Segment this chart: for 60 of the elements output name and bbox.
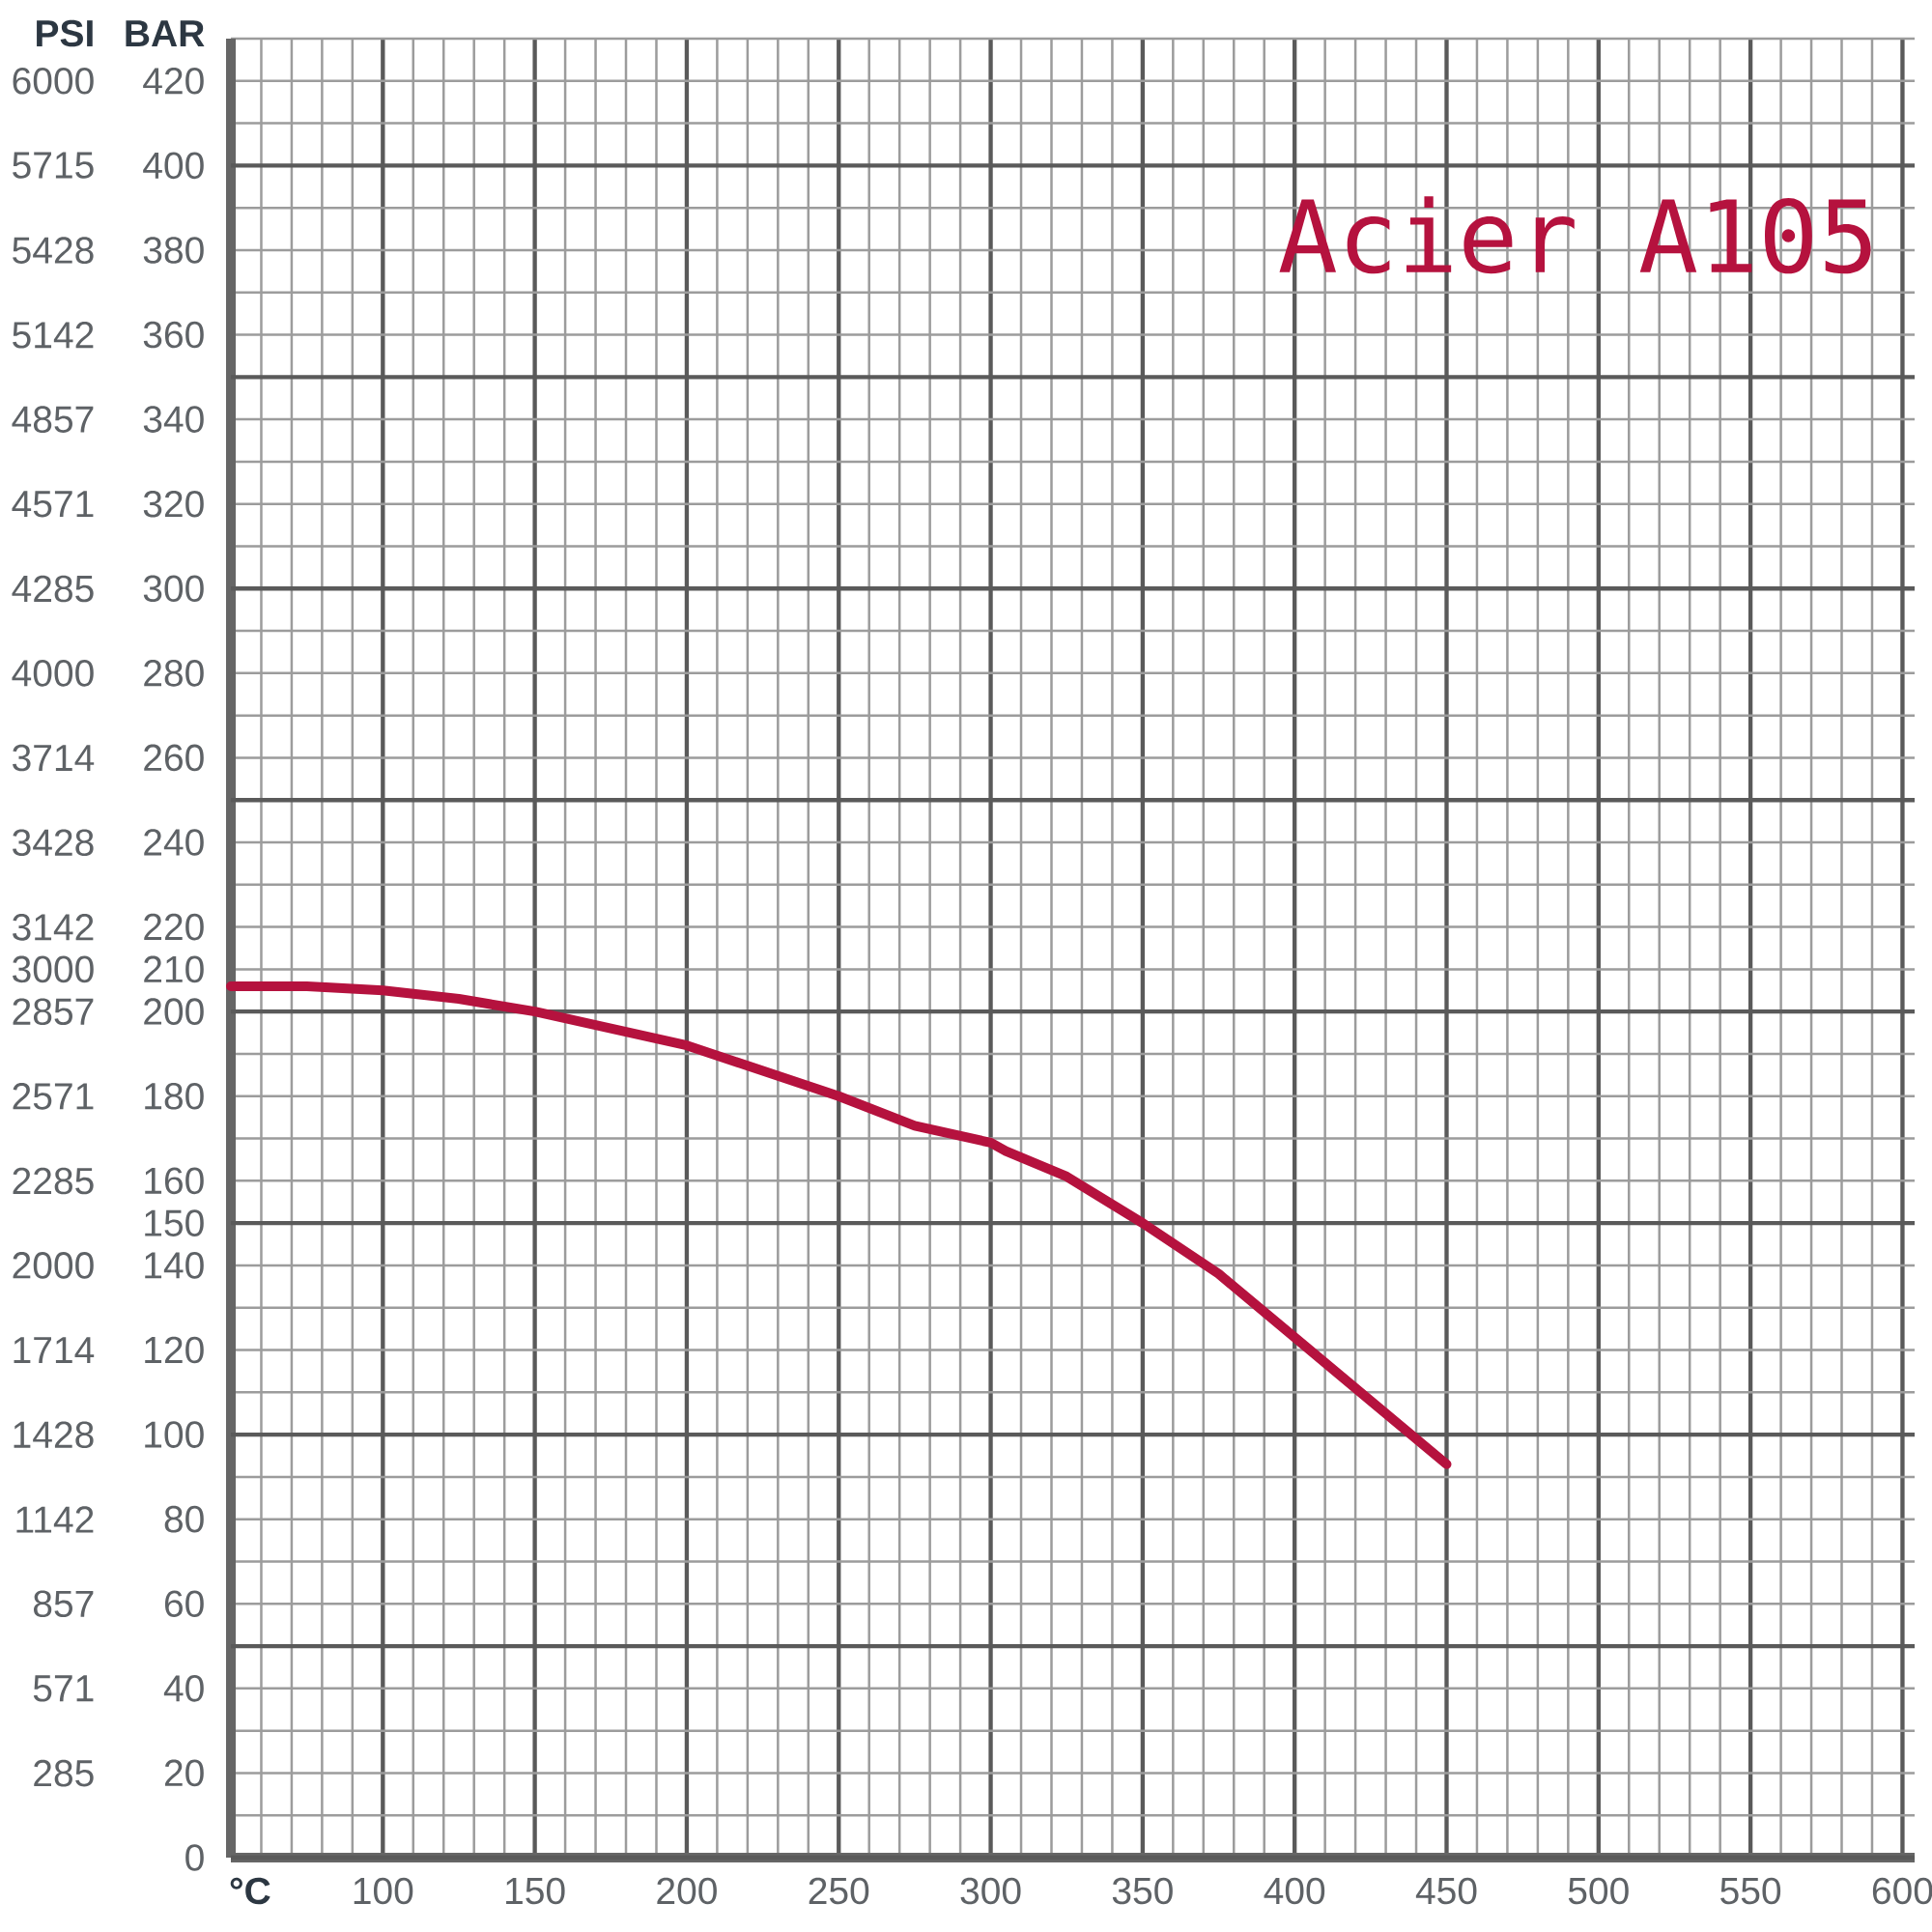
y2-tick-label: 3142 (13, 914, 94, 941)
x-tick-label: 500 (1568, 1877, 1629, 1905)
x-tick-label: 200 (657, 1877, 717, 1905)
y2-tick-label: 2285 (13, 1167, 94, 1195)
x-tick-label: 600 (1872, 1877, 1932, 1905)
y-tick-label: 0 (185, 1844, 204, 1871)
y2-tick-label: 4857 (12, 406, 94, 433)
y-axis-title: BAR (126, 20, 205, 46)
y2-tick-label: 3714 (13, 744, 95, 772)
y-tick-label: 420 (143, 67, 204, 95)
y-tick-label: 280 (144, 660, 204, 687)
x-axis-title: °C (230, 1877, 270, 1905)
y2-tick-label: 2000 (13, 1252, 94, 1279)
x-tick-label: 400 (1264, 1877, 1325, 1905)
y2-tick-label: 571 (33, 1675, 94, 1702)
y2-tick-label: 285 (34, 1759, 94, 1787)
y2-tick-label: 1714 (14, 1337, 95, 1364)
y-tick-label: 80 (164, 1505, 204, 1533)
y2-tick-label: 4000 (12, 660, 94, 687)
y-tick-label: 380 (143, 237, 204, 264)
y2-tick-label: 6000 (13, 67, 94, 95)
y-tick-label: 320 (143, 490, 204, 518)
x-tick-label: 100 (354, 1877, 413, 1905)
y-tick-label: 20 (164, 1759, 204, 1787)
y2-tick-label: 1142 (16, 1506, 94, 1533)
y-tick-label: 340 (143, 406, 204, 433)
y-tick-label: 180 (145, 1082, 204, 1110)
x-tick-label: 350 (1112, 1877, 1173, 1905)
y-tick-label: 100 (145, 1421, 204, 1448)
y2-tick-label: 5715 (13, 152, 94, 179)
y-tick-label: 220 (144, 913, 204, 941)
y2-tick-label: 857 (33, 1590, 94, 1618)
x-tick-label: 300 (960, 1877, 1021, 1905)
y-tick-label: 210 (144, 955, 204, 983)
y-tick-label: 140 (145, 1252, 204, 1279)
y-tick-label: 300 (143, 575, 204, 603)
y-tick-label: 40 (163, 1675, 204, 1702)
x-tick-label: 250 (809, 1877, 869, 1905)
x-tick-label: 150 (506, 1877, 565, 1905)
y2-axis-title: PSI (37, 19, 93, 47)
y-tick-label: 400 (143, 152, 204, 180)
y-tick-label: 240 (144, 829, 204, 856)
y2-tick-label: 4285 (12, 575, 94, 603)
y2-tick-label: 3428 (13, 829, 94, 856)
y-tick-label: 360 (143, 321, 204, 349)
x-tick-label: 450 (1415, 1877, 1477, 1905)
y-tick-label: 60 (164, 1590, 204, 1618)
y2-tick-label: 2857 (13, 998, 94, 1026)
y-tick-label: 260 (144, 744, 204, 772)
y-tick-label: 200 (144, 998, 204, 1025)
x-tick-label: 550 (1720, 1877, 1781, 1905)
y2-tick-label: 3000 (13, 955, 94, 983)
y-tick-label: 160 (145, 1167, 204, 1195)
y2-tick-label: 2571 (13, 1083, 94, 1110)
y2-tick-label: 1428 (14, 1421, 94, 1449)
y2-tick-label: 5428 (13, 237, 94, 264)
y2-tick-label: 5142 (13, 321, 94, 349)
y2-tick-label: 4571 (12, 491, 94, 518)
y-tick-label: 120 (145, 1336, 204, 1364)
y-tick-label: 150 (145, 1209, 204, 1236)
